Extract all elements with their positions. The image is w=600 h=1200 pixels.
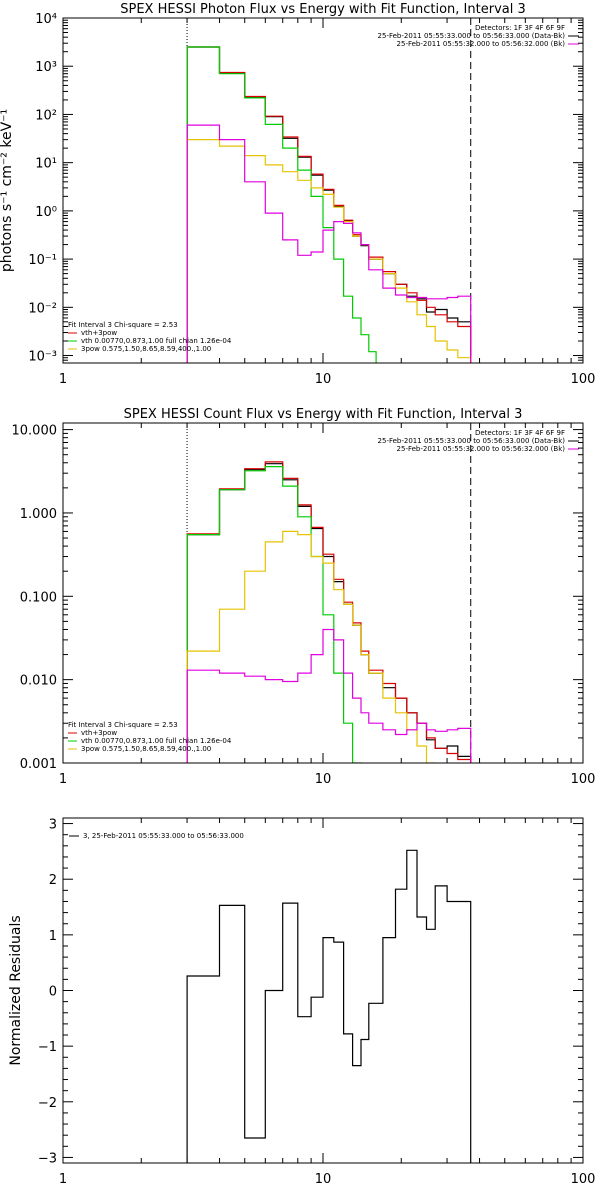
y-tick-label: 10¹: [35, 157, 57, 172]
count-flux-plot: SPEX HESSI Count Flux vs Energy with Fit…: [12, 407, 596, 787]
series-line: [186, 466, 362, 763]
series-line: [186, 46, 472, 363]
legend-bottom-entry: Fit Interval 3 Chi-square = 2.53: [68, 721, 178, 729]
chart-title: SPEX HESSI Count Flux vs Energy with Fit…: [124, 407, 523, 422]
y-tick-label: 10⁴: [35, 12, 57, 27]
legend-bottom-entry: vth+3pow: [81, 329, 117, 337]
series-line: [186, 46, 377, 363]
legend-entry: 3, 25-Feb-2011 05:55:33.000 to 05:56:33.…: [83, 832, 244, 840]
y-tick-label: 0.010: [20, 674, 57, 689]
y-axis-label: Normalized Residuals: [8, 915, 24, 1065]
y-tick-label: 10³: [35, 60, 57, 75]
series-line: [186, 139, 472, 363]
plot-frame: [62, 17, 584, 364]
x-tick-label: 10: [315, 772, 332, 787]
x-tick-label: 1: [59, 372, 67, 387]
legend-top-entry: 25-Feb-2011 05:55:32.000 to 05:56:32.000…: [397, 445, 566, 453]
photon-flux-plot: SPEX HESSI Photon Flux vs Energy with Fi…: [0, 2, 595, 387]
legend-top-entry: Detectors: 1F 3F 4F 6F 9F: [475, 24, 565, 32]
legend-bottom-entry: Fit Interval 3 Chi-square = 2.53: [68, 321, 178, 329]
x-tick-label: 10: [315, 372, 332, 387]
series-line: [186, 461, 472, 763]
y-axis-label: photons s⁻¹ cm⁻² keV⁻¹: [0, 109, 15, 272]
legend-bottom-entry: vth+3pow: [81, 729, 117, 737]
legend-top-entry: Detectors: 1F 3F 4F 6F 9F: [475, 429, 565, 437]
y-tick-label: 10²: [35, 108, 57, 123]
series-line: [186, 628, 472, 763]
y-tick-label: 2: [49, 873, 57, 888]
x-tick-label: 100: [571, 372, 596, 387]
legend-top-entry: 25-Feb-2011 05:55:32.000 to 05:56:32.000…: [397, 40, 566, 48]
y-tick-label: 10.000: [12, 424, 58, 439]
plot-frame: [62, 817, 584, 1164]
x-tick-label: 100: [571, 772, 596, 787]
x-tick-label: 10: [315, 1172, 332, 1187]
chart-title: SPEX HESSI Photon Flux vs Energy with Fi…: [120, 2, 526, 17]
y-tick-label: −3: [38, 1151, 57, 1166]
residuals-plot: Normalized Residuals 1 10 100 −3 −2 −1 0 1 2 3 3, 2…: [8, 817, 596, 1187]
x-tick-label: 100: [571, 1172, 596, 1187]
y-tick-label: 10⁻²: [28, 301, 57, 316]
series-line: [186, 46, 472, 363]
legend-bottom-entry: 3pow 0.575,1.50,8.65,8.59,400.,1.00: [81, 345, 211, 353]
series-line: [186, 530, 436, 763]
y-tick-label: 10⁻¹: [28, 253, 57, 268]
y-tick-label: 10⁻³: [28, 350, 57, 365]
y-tick-label: 0.100: [20, 590, 57, 605]
legend-bottom-entry: vth 0.00770,0.873,1.00 full chian 1.26e-…: [81, 737, 232, 745]
y-tick-label: 1: [49, 929, 57, 944]
legend-bottom-entry: vth 0.00770,0.873,1.00 full chian 1.26e-…: [81, 337, 232, 345]
y-tick-label: −2: [38, 1096, 57, 1111]
y-tick-label: −1: [38, 1040, 57, 1055]
legend-top-entry: 25-Feb-2011 05:55:33.000 to 05:56:33.000…: [378, 32, 566, 40]
series-line: [186, 124, 472, 363]
y-tick-label: 3: [49, 818, 57, 833]
plot-frame: [62, 422, 584, 764]
legend-bottom-entry: 3pow 0.575,1.50,8.65,8.59,400.,1.00: [81, 745, 211, 753]
x-tick-label: 1: [59, 1172, 67, 1187]
series-line: [186, 849, 472, 1163]
y-tick-label: 10⁰: [35, 205, 57, 220]
y-tick-label: 0.001: [20, 757, 57, 772]
legend-top-entry: 25-Feb-2011 05:55:33.000 to 05:56:33.000…: [378, 437, 566, 445]
y-tick-label: 1.000: [20, 507, 57, 522]
x-tick-label: 1: [59, 772, 67, 787]
y-tick-label: 0: [49, 985, 57, 1000]
